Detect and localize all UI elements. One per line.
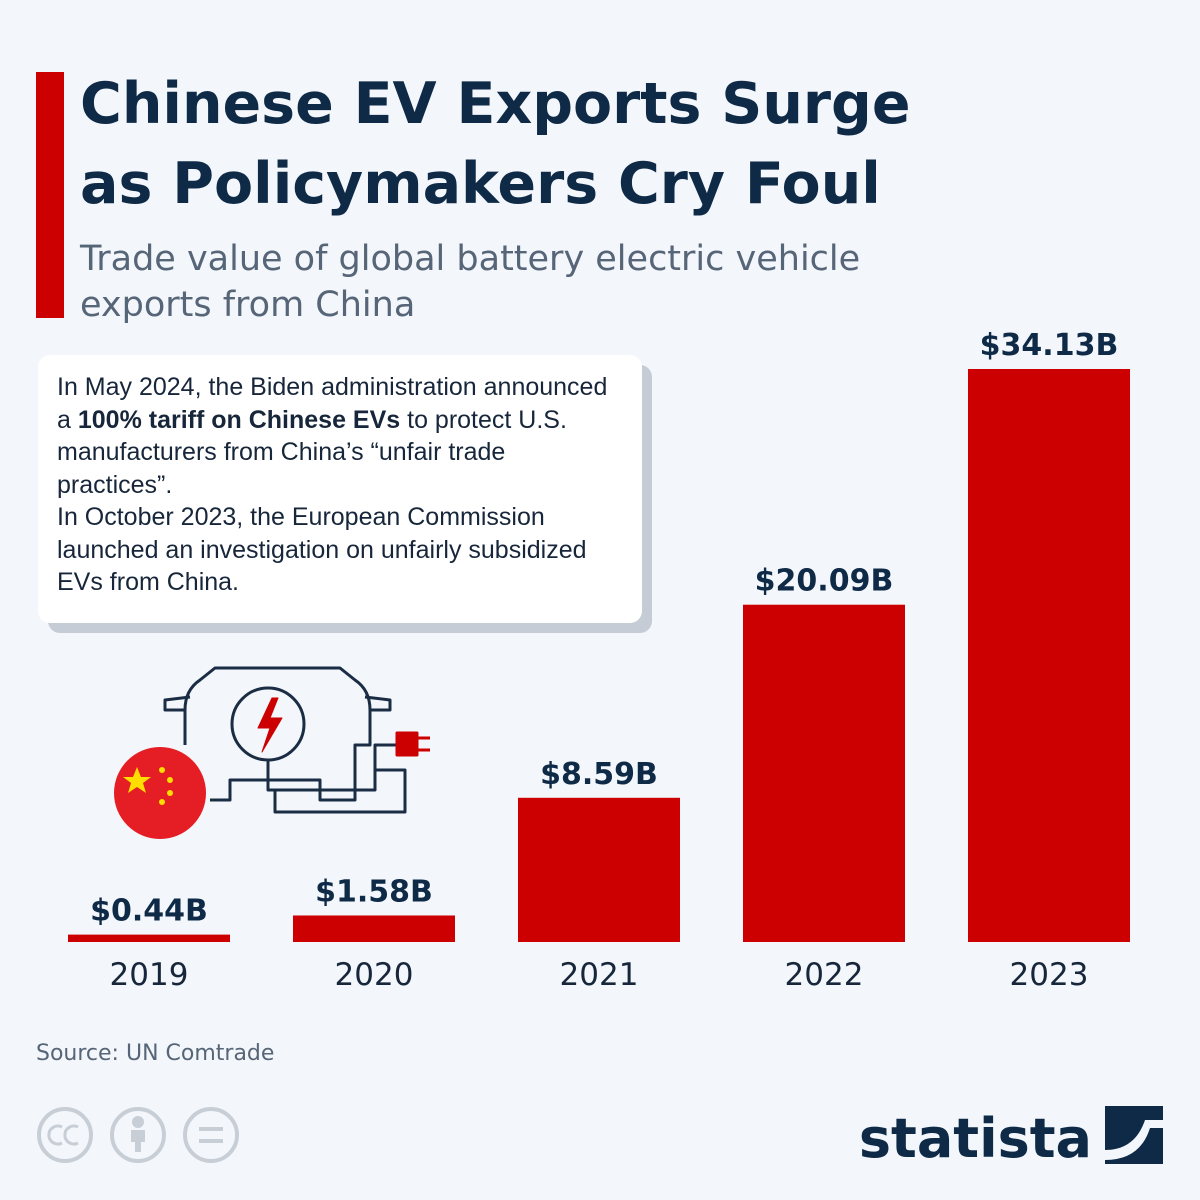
annotation: In May 2024, the Biden administration an… (38, 355, 642, 623)
x-tick-label: 2022 (785, 957, 864, 993)
source: Source: UN Comtrade (36, 1041, 274, 1066)
bar (293, 915, 455, 942)
chart-title: Chinese EV Exports Surge (80, 71, 911, 137)
chart-subtitle: exports from China (80, 285, 415, 325)
license-icons (37, 1107, 239, 1163)
title-accent (36, 72, 64, 318)
value-label: $8.59B (540, 757, 658, 792)
x-tick-label: 2021 (560, 957, 639, 993)
annotation-text: In May 2024, the Biden administration an… (57, 373, 608, 434)
annotation-text: to protect U.S. manufacturers from China… (57, 405, 567, 499)
x-tick-label: 2020 (335, 957, 414, 993)
value-label: $34.13B (980, 328, 1119, 363)
x-tick-label: 2023 (1010, 957, 1089, 993)
bar (68, 934, 230, 942)
chart-title: as Policymakers Cry Foul (80, 151, 881, 217)
value-label: $1.58B (315, 874, 433, 909)
bar (518, 797, 680, 942)
value-label: $20.09B (755, 564, 894, 599)
annotation-text: In October 2023, the European Commission… (57, 503, 587, 596)
annotation-emphasis: 100% tariff on Chinese EVs (77, 405, 401, 434)
ev-icon (114, 666, 430, 839)
x-tick-label: 2019 (110, 957, 189, 993)
bar (743, 604, 905, 942)
bar (968, 369, 1130, 942)
brand-logo: statista (859, 1107, 1092, 1170)
chart-subtitle: Trade value of global battery electric v… (79, 239, 860, 279)
brand-mark (1105, 1106, 1163, 1164)
value-label: $0.44B (90, 894, 208, 929)
